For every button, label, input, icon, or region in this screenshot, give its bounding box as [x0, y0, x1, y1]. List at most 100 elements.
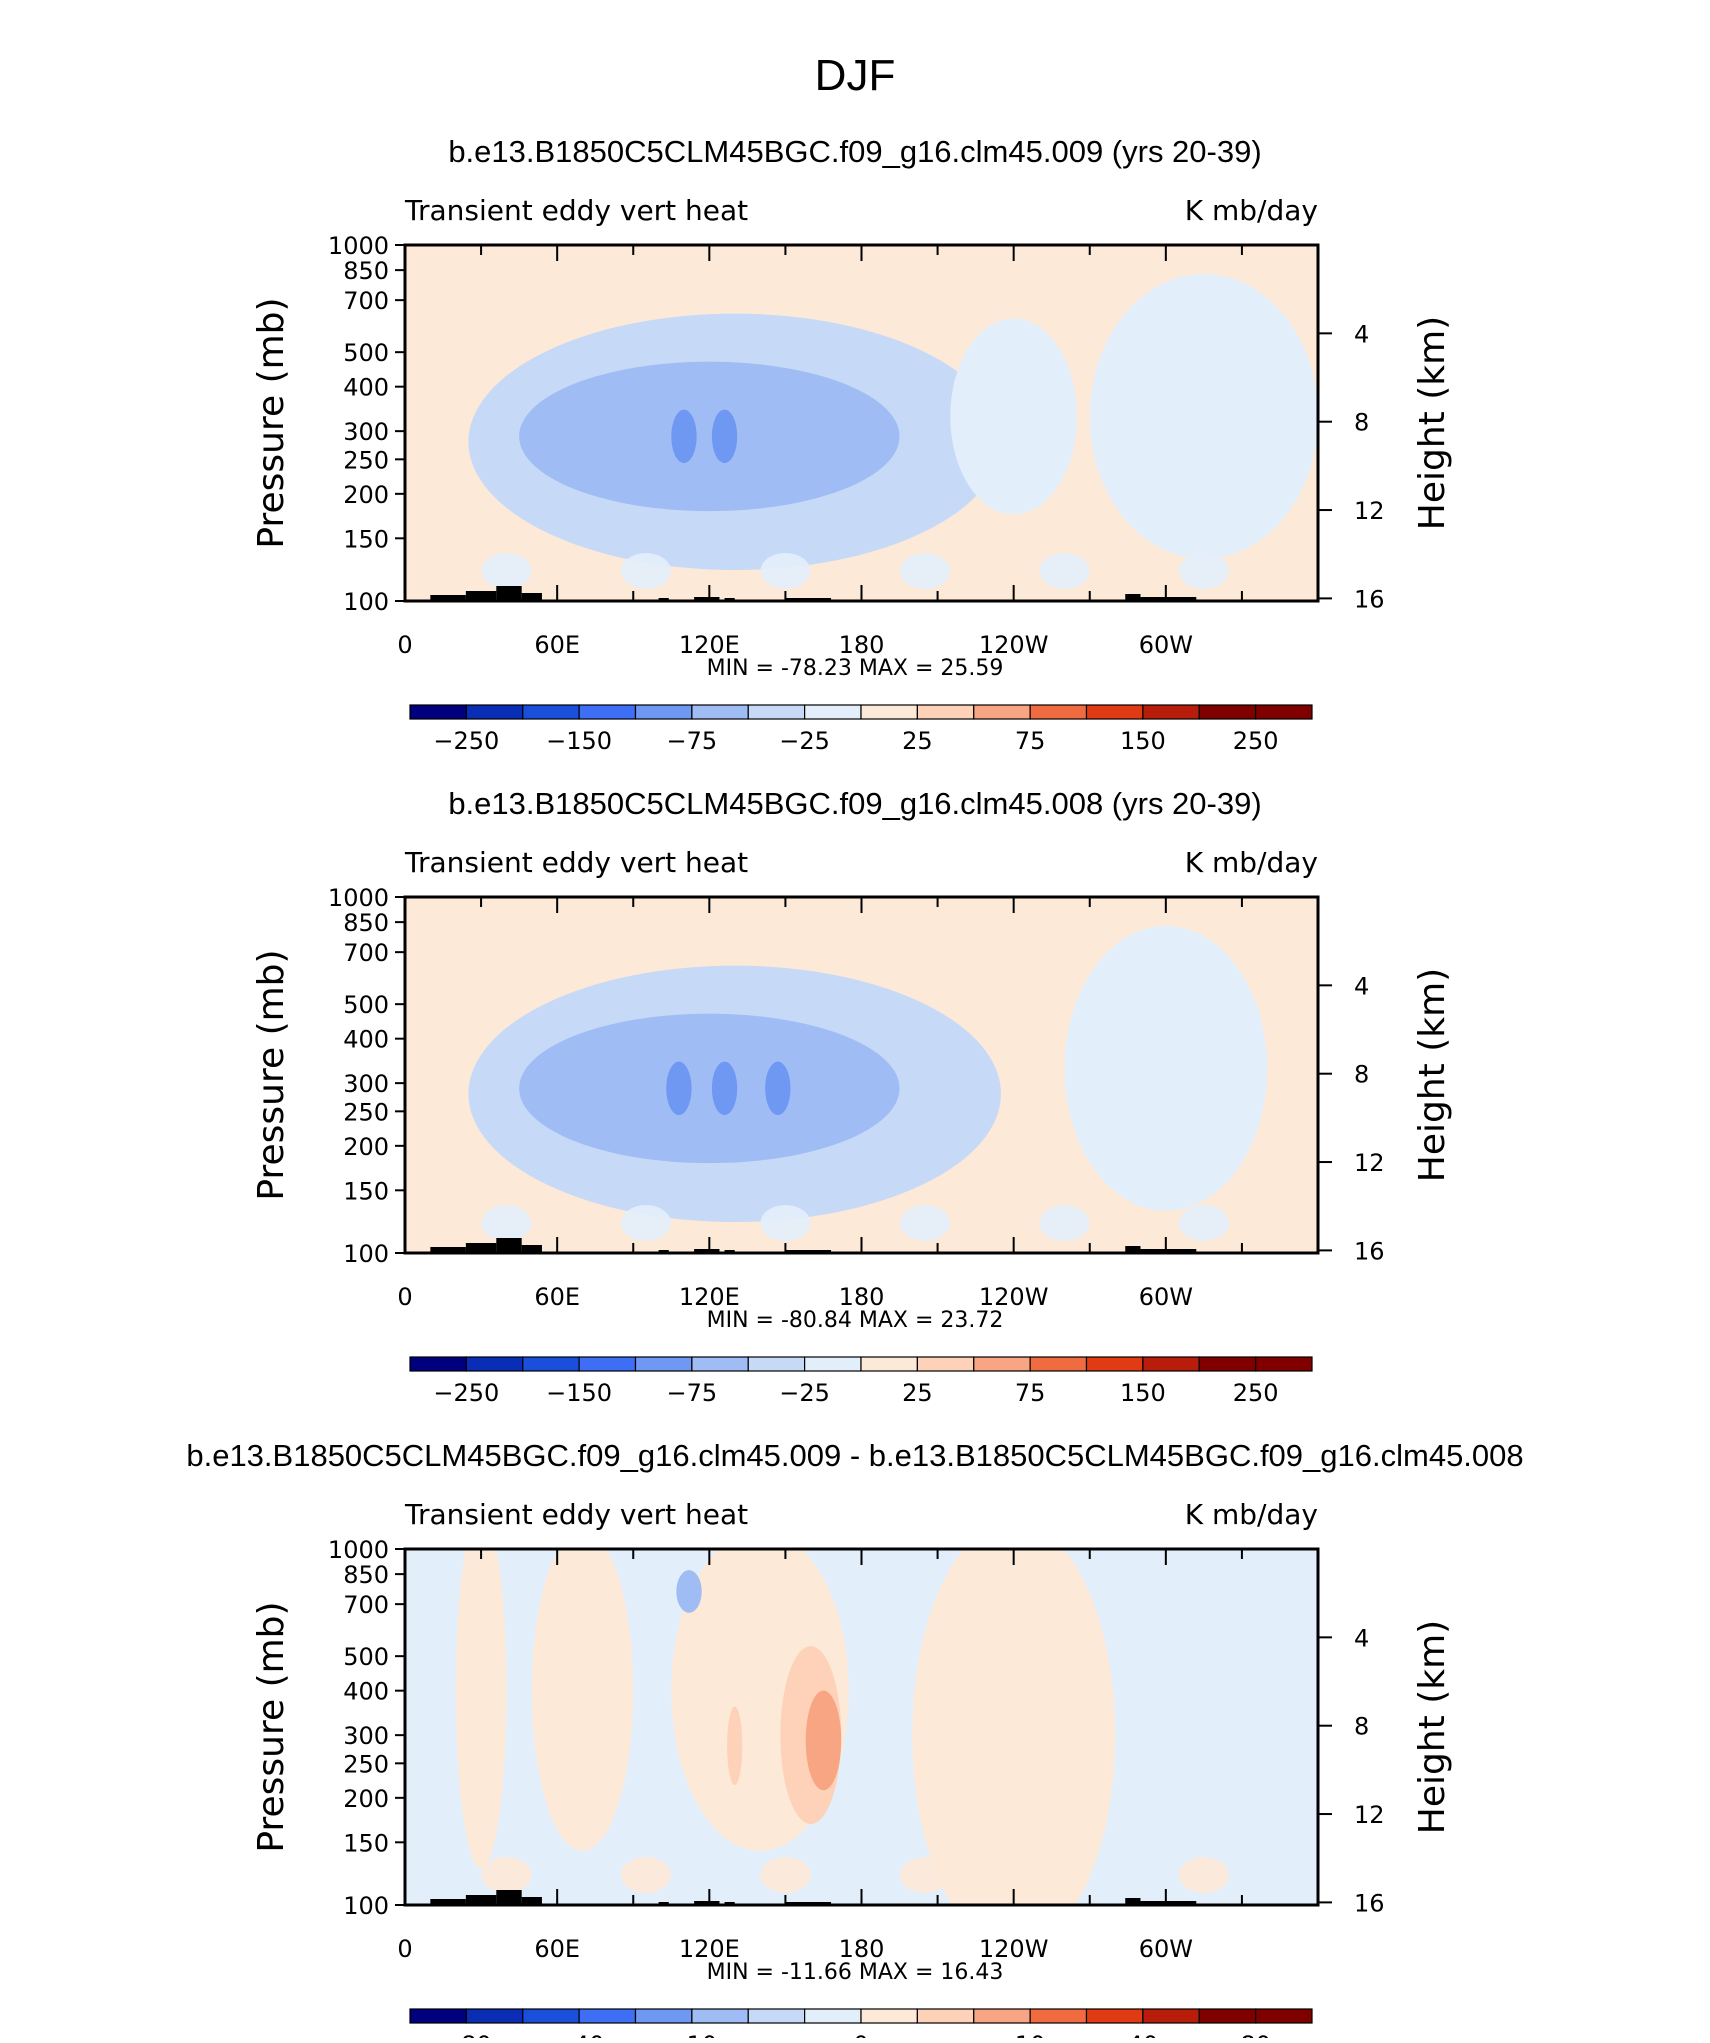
colorbar-box: [634, 1356, 693, 1372]
colorbar-box: [860, 1356, 918, 1372]
topography-mask: [1140, 1901, 1197, 1905]
topography-mask: [1140, 1249, 1197, 1253]
y-tick-label: 700: [343, 939, 389, 967]
colorbar-box: [691, 2008, 749, 2024]
contour-region: [519, 1013, 900, 1164]
y-tick-label: 300: [343, 1070, 389, 1098]
contour-region: [1064, 926, 1268, 1211]
y-right-axis-label: Height (km): [1412, 316, 1453, 530]
contour-region: [760, 553, 811, 589]
colorbar-box: [973, 704, 1031, 720]
panel-title: b.e13.B1850C5CLM45BGC.f09_g16.clm45.009 …: [448, 134, 1261, 169]
contour-region: [519, 361, 900, 512]
x-tick-label: 120E: [679, 631, 740, 659]
colorbar-label: 80: [1240, 2031, 1271, 2038]
x-tick-label: 120E: [679, 1935, 740, 1963]
colorbar-box: [804, 2008, 862, 2024]
x-tick-label: 60W: [1139, 1935, 1193, 1963]
y-tick-label: 700: [343, 1591, 389, 1619]
contour-region: [666, 1061, 692, 1116]
colorbar-box: [578, 1356, 637, 1372]
contour-region: [899, 1857, 950, 1893]
colorbar-box: [634, 704, 693, 720]
topography-mask: [496, 586, 522, 601]
contour-region: [620, 1205, 671, 1241]
colorbar-box: [409, 1356, 467, 1372]
colorbar-box: [1029, 1356, 1088, 1372]
colorbar-box: [1085, 704, 1144, 720]
contour-region: [676, 1570, 702, 1613]
panel-1: b.e13.B1850C5CLM45BGC.f09_g16.clm45.009 …: [251, 134, 1453, 755]
contour-region: [1089, 274, 1318, 559]
contour-region: [1039, 553, 1090, 589]
contour-region: [1178, 1857, 1229, 1893]
y-tick-label: 850: [343, 909, 389, 937]
topography-mask: [521, 1897, 542, 1905]
topography-mask: [430, 1899, 466, 1905]
colorbar-box: [916, 704, 975, 720]
colorbar-box: [1142, 2008, 1200, 2024]
colorbar-label: −75: [667, 727, 718, 755]
x-tick-label: 0: [397, 1935, 412, 1963]
colorbar-box: [1198, 2008, 1257, 2024]
x-tick-label: 0: [397, 631, 412, 659]
min-max-stats: MIN = -78.23 MAX = 25.59: [707, 656, 1004, 681]
colorbar-label: −250: [433, 1379, 499, 1407]
colorbar-box: [1255, 2008, 1313, 2024]
contour-region: [531, 1549, 634, 1851]
y-tick-label: 500: [343, 339, 389, 367]
x-tick-label: 0: [397, 1283, 412, 1311]
colorbar-box: [522, 1356, 580, 1372]
topography-mask: [694, 1249, 720, 1253]
x-tick-label: 120W: [979, 1283, 1049, 1311]
height-tick-label: 4: [1354, 320, 1369, 348]
colorbar-box: [465, 2008, 524, 2024]
contour-region: [950, 318, 1078, 515]
colorbar: −250 −150 −75 −25 25 75 150 250: [409, 704, 1313, 755]
colorbar-label: −25: [779, 727, 830, 755]
y-axis-label: Pressure (mb): [251, 949, 292, 1200]
y-tick-label: 1000: [328, 1536, 389, 1564]
y-right-axis-label: Height (km): [1412, 1620, 1453, 1834]
y-tick-label: 200: [343, 1785, 389, 1813]
colorbar-box: [973, 1356, 1031, 1372]
contour-region: [711, 409, 738, 464]
panel-2: b.e13.B1850C5CLM45BGC.f09_g16.clm45.008 …: [251, 786, 1453, 1407]
height-tick-label: 8: [1354, 1713, 1369, 1741]
contour-region: [620, 553, 671, 589]
colorbar-box: [916, 1356, 975, 1372]
topography-mask: [694, 1901, 720, 1905]
x-tick-label: 120E: [679, 1283, 740, 1311]
colorbar-box: [1085, 2008, 1144, 2024]
contour-region: [671, 409, 697, 464]
y-tick-label: 150: [343, 1829, 389, 1857]
x-tick-label: 60E: [534, 1935, 580, 1963]
topography-mask: [430, 1247, 466, 1253]
x-tick-label: 120W: [979, 1935, 1049, 1963]
y-tick-label: 250: [343, 1098, 389, 1126]
variable-label: Transient eddy vert heat: [404, 1498, 748, 1531]
topography-mask: [694, 597, 720, 601]
panel-title: b.e13.B1850C5CLM45BGC.f09_g16.clm45.008 …: [448, 786, 1261, 821]
figure-title: DJF: [815, 51, 896, 100]
colorbar-box: [522, 704, 580, 720]
y-tick-label: 1000: [328, 884, 389, 912]
topography-mask: [496, 1238, 522, 1253]
contour-region: [481, 553, 532, 589]
contour-region: [765, 1061, 791, 1116]
colorbar-label: 10: [1015, 2031, 1046, 2038]
colorbar-label: −80: [441, 2031, 492, 2038]
colorbar-box: [1029, 2008, 1088, 2024]
units-label: K mb/day: [1185, 1498, 1318, 1531]
colorbar: −80 −40 −10 0 10 40 80: [409, 2008, 1313, 2043]
colorbar-box: [747, 704, 806, 720]
y-tick-label: 850: [343, 1561, 389, 1589]
topography-mask: [1140, 597, 1197, 601]
y-tick-label: 250: [343, 1750, 389, 1778]
y-axis-label: Pressure (mb): [251, 297, 292, 548]
colorbar-box: [578, 704, 637, 720]
contour-region: [1178, 553, 1229, 589]
contour-region: [481, 1205, 532, 1241]
y-tick-label: 500: [343, 1643, 389, 1671]
colorbar-box: [691, 704, 749, 720]
